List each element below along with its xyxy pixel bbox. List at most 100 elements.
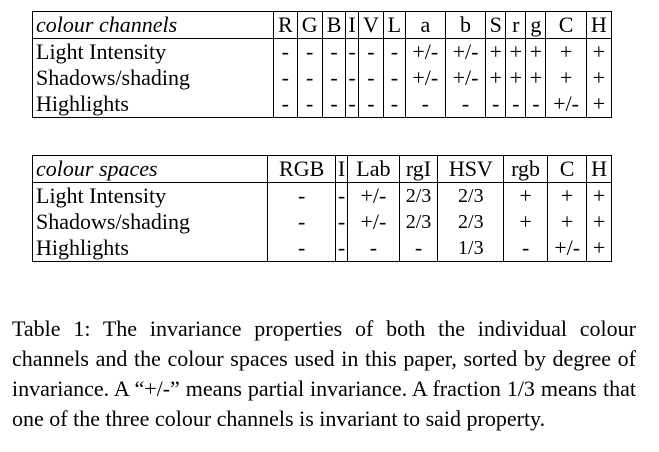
table-row: Highlights - - - -1/3- +/- + [31,235,612,262]
header-cell: I [334,155,349,183]
header-cell: colour spaces [31,155,269,183]
invariance-table-channels: colour channels R G B I V L a b S r g C … [31,11,613,118]
header-cell: H [586,155,612,183]
table-cell: - [525,91,547,118]
table-cell: - [334,235,349,262]
table-cell: + [546,182,588,209]
table-cell: - [273,91,298,118]
table-cell: - [444,91,487,118]
table-cell: + [545,38,587,65]
table-cell: - [398,235,439,262]
table-cell: 2/3 [398,209,439,235]
table-row: Shadows/shading - - +/- 2/3 2/3 + + + [31,209,612,235]
table-cell: + [586,209,612,235]
table-cell: - [296,38,323,65]
table-cell: +/- [444,38,487,65]
table-cell: - [357,65,385,91]
table-row: Shadows/shading - - - - - - +/- +/- + + + + + [31,65,613,91]
header-cell: g [525,11,547,39]
table-cell: - [383,38,406,65]
table-caption: Table 1: The invariance properties of bo… [12,316,636,431]
table-cell: + [586,182,612,209]
table-cell: +/- [347,182,400,209]
table-cell: - [334,209,349,235]
table-cell: + [525,65,547,91]
header-cell: colour channels [31,11,275,39]
table-cell: - [273,38,298,65]
table-cell: +/- [347,209,400,235]
table-cell: + [585,91,613,118]
table-cell: - [345,91,359,118]
table-cell: +/- [404,38,446,65]
table-cell: + [503,209,548,235]
table-cell: - [321,65,347,91]
table-cell: - [321,38,347,65]
table-cell: +/- [444,65,487,91]
table-cell: - [273,65,298,91]
table-cell: - [267,182,336,209]
header-cell: L [383,11,406,39]
table-row: Highlights - - - - - - - - - - - +/- + [31,91,613,118]
table-cell: - [503,235,548,262]
header-cell: a [404,11,446,39]
row-label: Shadows/shading [31,65,275,91]
header-cell: V [357,11,385,39]
header-cell: G [296,11,323,39]
header-cell: S [485,11,507,39]
row-label: Light Intensity [31,182,269,209]
header-cell: H [585,11,613,39]
table-cell: +/- [404,65,446,91]
table-header-row: colour channels R G B I V L a b S r g C … [31,11,613,39]
row-label: Highlights [31,91,275,118]
header-cell: rgI [398,155,439,183]
header-cell: R [273,11,298,39]
header-cell: C [546,155,588,183]
table-header-row: colour spaces RGB I Lab rgI HSV rgb C H [31,155,612,183]
table-cell: - [383,91,406,118]
table-cell: 2/3 [437,182,505,209]
header-cell: HSV [437,155,505,183]
header-cell: b [444,11,487,39]
table-row: Light Intensity - - +/- 2/3 2/3 + + + [31,182,612,209]
table-row: Light Intensity - - - - - - +/- +/- + + + + + [31,38,613,65]
header-cell: Lab [347,155,400,183]
table-cell: - [296,91,323,118]
table-cell: - [267,235,336,262]
table-cell: + [585,65,613,91]
table-cell: - [321,91,347,118]
header-cell: B [321,11,347,39]
table-cell: - [345,38,359,65]
table-cell: - [505,91,527,118]
table-cell: - [296,65,323,91]
row-label: Shadows/shading [31,209,269,235]
table-cell: +/- [545,91,587,118]
table-cell: + [525,38,547,65]
table-cell: - [347,235,400,262]
header-cell: I [345,11,359,39]
header-cell: r [505,11,527,39]
header-cell: rgb [503,155,548,183]
table-cell: - [357,91,385,118]
table-cell: - [383,65,406,91]
table-cell: - [345,65,359,91]
table-cell: 1/3 [437,235,505,262]
table-cell: - [334,182,349,209]
table-cell: + [485,38,507,65]
header-cell: RGB [267,155,336,183]
table-cell: + [503,182,548,209]
table-cell: +/- [546,235,588,262]
invariance-table-spaces: colour spaces RGB I Lab rgI HSV rgb C H … [31,155,612,262]
table-cell: + [505,38,527,65]
table-cell: - [267,209,336,235]
table-cell: + [586,235,612,262]
table-cell: - [404,91,446,118]
table-cell: + [546,209,588,235]
row-label: Light Intensity [31,38,275,65]
table-cell: + [545,65,587,91]
row-label: Highlights [31,235,269,262]
header-cell: C [545,11,587,39]
table-cell: - [485,91,507,118]
table-cell: + [485,65,507,91]
table-cell: + [505,65,527,91]
table-cell: - [357,38,385,65]
